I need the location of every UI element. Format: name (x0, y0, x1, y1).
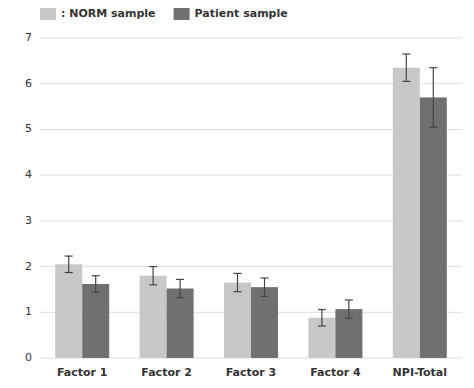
grid-line (40, 38, 462, 39)
legend: : NORM sample Patient sample (40, 7, 288, 20)
bar (420, 97, 447, 358)
y-tick-label: 0 (25, 351, 32, 364)
y-tick-label: 4 (25, 168, 32, 181)
bar (251, 287, 278, 358)
series (82, 68, 447, 358)
error-bar (318, 310, 326, 326)
chart-svg: 0 1 2 3 4 5 6 7 Factor 1 Factor 2 Factor 3 Factor 4… (0, 0, 474, 388)
x-tick-label: NPI-Total (393, 366, 447, 379)
bar (393, 68, 420, 358)
bars (55, 54, 447, 358)
x-tick-label: Factor 2 (141, 366, 192, 379)
bar (167, 289, 194, 358)
error-bar (261, 278, 269, 296)
error-bar (65, 256, 73, 272)
y-tick-label: 7 (25, 31, 32, 44)
bar (140, 276, 167, 358)
bar (224, 283, 251, 358)
x-tick-label: Factor 4 (310, 366, 361, 379)
error-bar (402, 54, 410, 81)
y-tick-label: 2 (25, 260, 32, 273)
bar (82, 284, 109, 358)
y-tick-label: 5 (25, 122, 32, 135)
x-tick-label: Factor 1 (57, 366, 108, 379)
y-tick-label: 6 (25, 77, 32, 90)
error-bar (345, 300, 353, 318)
error-bar (429, 68, 437, 127)
y-tick-label: 3 (25, 214, 32, 227)
error-bar (176, 279, 184, 297)
series (55, 54, 420, 358)
legend-label: Patient sample (195, 7, 288, 20)
x-ticks: Factor 1 Factor 2 Factor 3 Factor 4 NPI-Tota… (57, 366, 447, 379)
grid (40, 38, 462, 358)
chart-container: 0 1 2 3 4 5 6 7 Factor 1 Factor 2 Factor 3 Factor 4… (0, 0, 474, 388)
error-bar (92, 276, 100, 292)
error-bar (149, 267, 157, 285)
legend-swatch (40, 8, 56, 20)
legend-label: : NORM sample (61, 7, 156, 20)
legend-swatch (174, 8, 190, 20)
bar (55, 264, 82, 358)
y-ticks: 0 1 2 3 4 5 6 7 (25, 31, 32, 364)
y-tick-label: 1 (25, 305, 32, 318)
x-tick-label: Factor 3 (226, 366, 277, 379)
error-bar (233, 273, 241, 291)
